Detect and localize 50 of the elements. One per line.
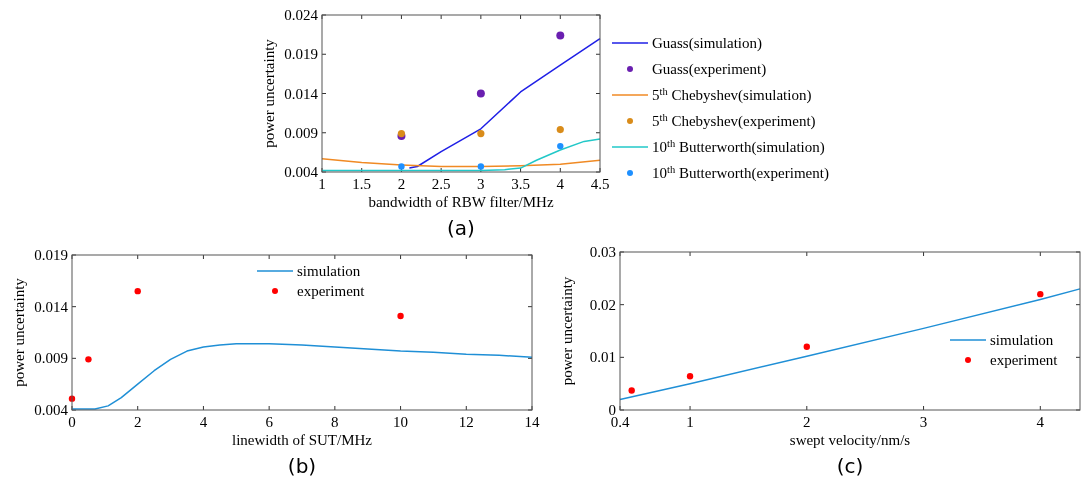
x-tick-label: 8: [331, 414, 339, 430]
x-tick-label: 3.5: [511, 176, 530, 192]
x-tick-label: 14: [524, 414, 540, 430]
y-tick-label: 0.024: [284, 7, 319, 23]
y-axis-title: power uncertainty: [559, 276, 575, 386]
text: (a): [447, 216, 475, 240]
text: (c): [836, 454, 864, 478]
x-tick-label: 10: [393, 414, 409, 430]
x-axis-title: bandwidth of RBW filter/MHz: [368, 194, 554, 210]
legend-label: 5$^{th}$ Chebyshev(simulation): [652, 85, 812, 104]
x-tick-label: 12: [458, 414, 474, 430]
x-tick-label: 1: [318, 176, 326, 192]
y-tick-label: 0.009: [284, 124, 318, 141]
legend-label: 10$^{th}$ Butterworth(simulation): [652, 137, 825, 156]
y-tick-label: 0.019: [284, 46, 318, 63]
legend-label: simulation: [990, 332, 1054, 348]
legend-label: 5$^{th}$ Chebyshev(experiment): [652, 111, 816, 130]
x-tick-label: 3: [477, 176, 485, 192]
legend-label: experiment: [297, 283, 366, 299]
y-axis-title: power uncertainty: [261, 38, 277, 148]
y-tick-label: 0.004: [34, 402, 69, 418]
x-tick-label: 6: [265, 414, 274, 430]
y-tick-label: 0.014: [34, 298, 69, 315]
y-tick-label: 0.02: [589, 296, 616, 313]
y-tick-label: 0.009: [34, 350, 68, 367]
y-axis-title: power uncertainty: [11, 277, 27, 387]
x-tick-label: 4.5: [590, 176, 610, 192]
x-tick-label: 4: [556, 176, 565, 192]
x-tick-label: 4: [1036, 414, 1045, 430]
y-tick-label: 0.004: [284, 164, 319, 180]
x-tick-label: 1: [686, 414, 694, 430]
y-tick-label: 0.014: [284, 85, 319, 102]
text: (b): [287, 454, 317, 478]
y-tick-label: 0.01: [589, 349, 616, 366]
x-tick-label: 2.5: [431, 176, 451, 192]
legend-label: Guass(experiment): [652, 61, 767, 78]
y-tick-label: 0.03: [589, 244, 616, 260]
legend-label: Guass(simulation): [652, 35, 762, 52]
x-tick-label: 2: [133, 414, 142, 430]
x-tick-label: 2: [803, 414, 811, 430]
x-tick-label: 2: [397, 176, 406, 192]
x-tick-label: 4: [199, 414, 208, 430]
legend-label: experiment: [990, 352, 1059, 368]
x-tick-label: 3: [919, 414, 928, 430]
y-tick-label: 0.019: [34, 247, 68, 263]
legend-label: simulation: [297, 263, 361, 279]
x-tick-label: 1.5: [352, 176, 372, 192]
x-axis-title: linewidth of SUT/MHz: [232, 432, 373, 448]
x-axis-title: swept velocity/nm/s: [789, 432, 911, 448]
legend-label: 10$^{th}$ Butterworth(experiment): [652, 163, 829, 182]
